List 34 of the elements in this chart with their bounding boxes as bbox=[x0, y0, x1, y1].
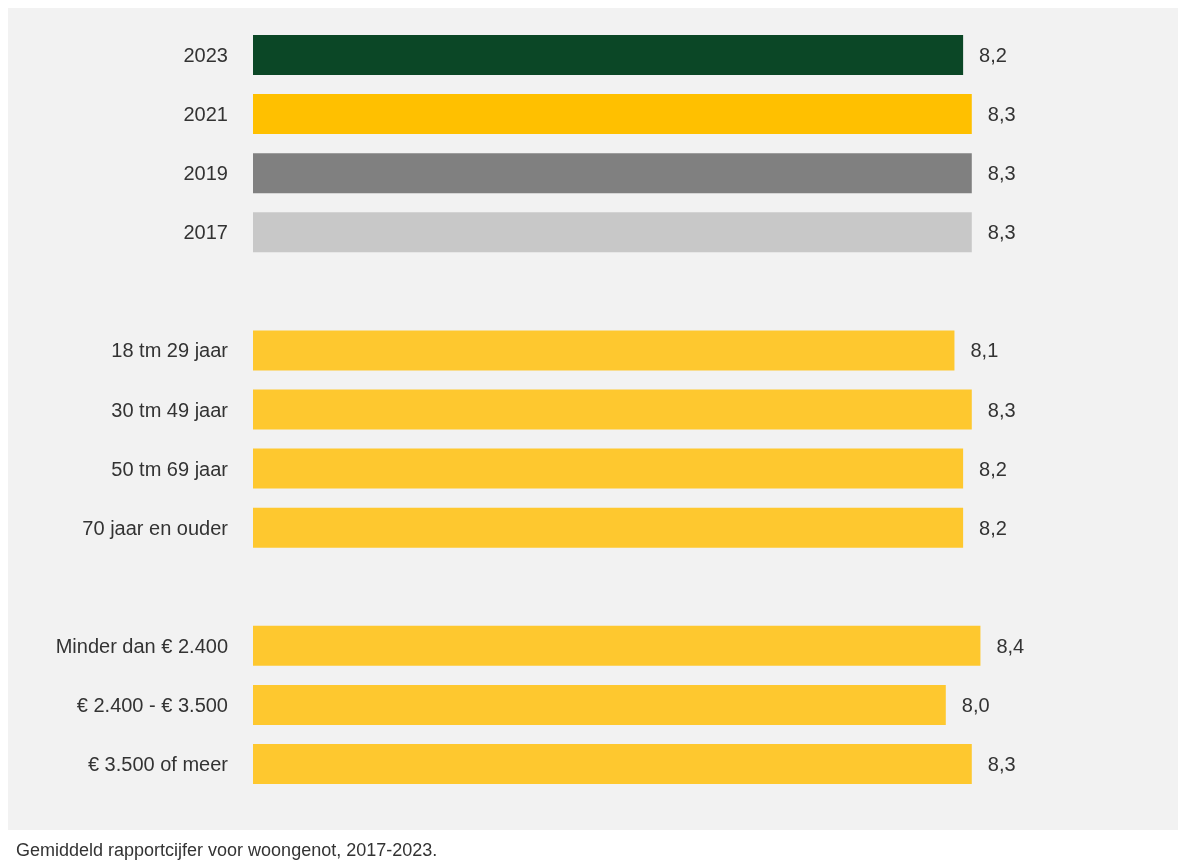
y-tick-label: 30 tm 49 jaar bbox=[111, 398, 229, 421]
y-tick-label: 2017 bbox=[183, 221, 228, 244]
bar bbox=[253, 389, 972, 430]
y-tick-label: Minder dan € 2.400 bbox=[55, 634, 228, 657]
y-tick-label: € 3.500 of meer bbox=[87, 752, 229, 775]
bar bbox=[253, 153, 972, 194]
bar bbox=[253, 35, 964, 76]
bar bbox=[253, 330, 955, 371]
bar bbox=[253, 625, 981, 666]
y-tick-label: 2021 bbox=[183, 103, 228, 126]
data-label: 8,3 bbox=[987, 752, 1016, 775]
y-tick-label: 70 jaar en ouder bbox=[82, 516, 229, 539]
bar bbox=[253, 212, 972, 253]
bar bbox=[253, 448, 964, 489]
y-tick-label: € 2.400 - € 3.500 bbox=[76, 693, 228, 716]
y-tick-label: 2023 bbox=[183, 44, 228, 67]
data-label: 8,0 bbox=[961, 693, 990, 716]
data-label: 8,3 bbox=[987, 398, 1016, 421]
data-label: 8,3 bbox=[987, 103, 1016, 126]
y-tick-label: 50 tm 69 jaar bbox=[111, 457, 229, 480]
data-label: 8,3 bbox=[987, 221, 1016, 244]
data-label: 8,4 bbox=[996, 634, 1025, 657]
y-tick-label: 2019 bbox=[183, 162, 228, 185]
data-label: 8,2 bbox=[979, 44, 1007, 67]
bar bbox=[253, 743, 972, 784]
data-label: 8,2 bbox=[979, 457, 1007, 480]
text: Gemiddeld rapportcijfer voor woongenot, 2017-2023. bbox=[16, 840, 438, 861]
y-tick-label: 18 tm 29 jaar bbox=[111, 339, 229, 362]
data-label: 8,2 bbox=[979, 516, 1007, 539]
data-label: 8,1 bbox=[970, 339, 999, 362]
bar bbox=[253, 507, 964, 548]
bar bbox=[253, 94, 972, 135]
bar bbox=[253, 684, 946, 725]
data-label: 8,3 bbox=[987, 162, 1016, 185]
